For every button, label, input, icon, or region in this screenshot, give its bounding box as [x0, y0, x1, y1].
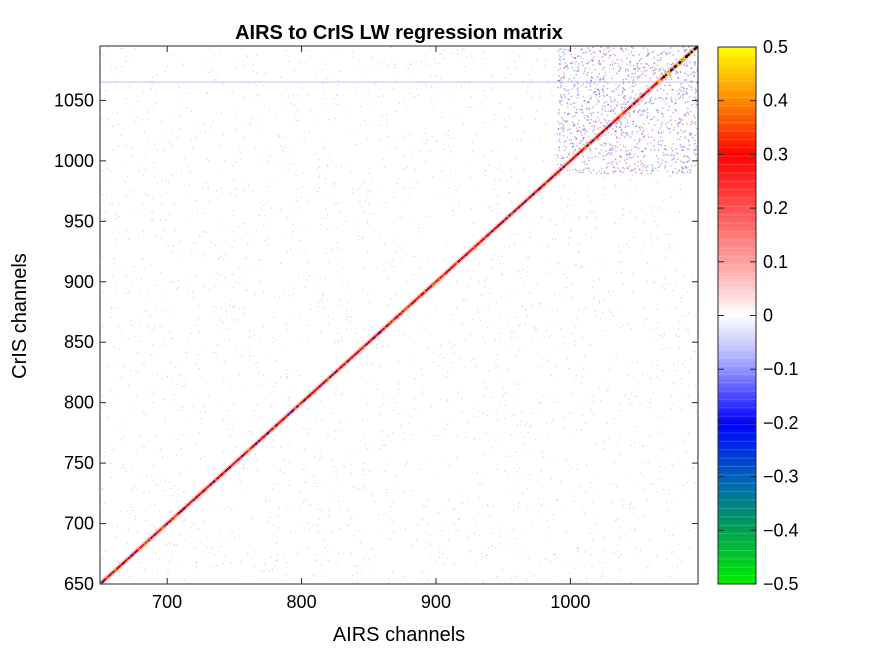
x-tick-label: 800 [287, 592, 317, 612]
colorbar-tick-label: −0.2 [763, 413, 799, 433]
colorbar-tick-label: 0.1 [763, 252, 788, 272]
colorbar-tick-label: 0.4 [763, 91, 788, 111]
y-tick-label: 850 [64, 332, 94, 352]
y-axis: 650 700 750 800 850 900 950 1000 1050 [54, 90, 698, 594]
colorbar-axis: 0.5 0.4 0.3 0.2 0.1 0 −0.1 −0.2 −0.3 −0.4 −0.5 [718, 37, 799, 594]
heatmap-diagonal [100, 46, 698, 584]
colorbar-bands [718, 54, 756, 577]
y-tick-label: 650 [64, 574, 94, 594]
colorbar-tick-label: −0.3 [763, 467, 799, 487]
colorbar-tick-label: 0.3 [763, 144, 788, 164]
y-tick-label: 900 [64, 272, 94, 292]
x-axis-label: AIRS channels [333, 624, 465, 646]
x-axis: 700 800 900 1000 [152, 46, 590, 612]
y-tick-label: 1050 [54, 90, 94, 110]
colorbar-tick-label: −0.5 [763, 574, 799, 594]
colorbar-tick-label: 0 [763, 306, 773, 326]
y-tick-label: 1000 [54, 151, 94, 171]
y-tick-label: 700 [64, 514, 94, 534]
colorbar-gradient [718, 47, 756, 584]
chart-title: AIRS to CrIS LW regression matrix [235, 22, 563, 44]
plot-frame [99, 45, 699, 585]
x-tick-label: 1000 [550, 592, 590, 612]
colorbar-tick-label: −0.1 [763, 359, 799, 379]
x-tick-label: 700 [152, 592, 182, 612]
y-axis-label: CrIS channels [9, 253, 31, 379]
y-tick-label: 950 [64, 211, 94, 231]
heatmap-noise [100, 46, 698, 584]
y-tick-label: 750 [64, 453, 94, 473]
colorbar-tick-label: −0.4 [763, 520, 799, 540]
y-tick-label: 800 [64, 393, 94, 413]
x-tick-label: 900 [421, 592, 451, 612]
colorbar-tick-label: 0.2 [763, 198, 788, 218]
colorbar-tick-label: 0.5 [763, 37, 788, 57]
